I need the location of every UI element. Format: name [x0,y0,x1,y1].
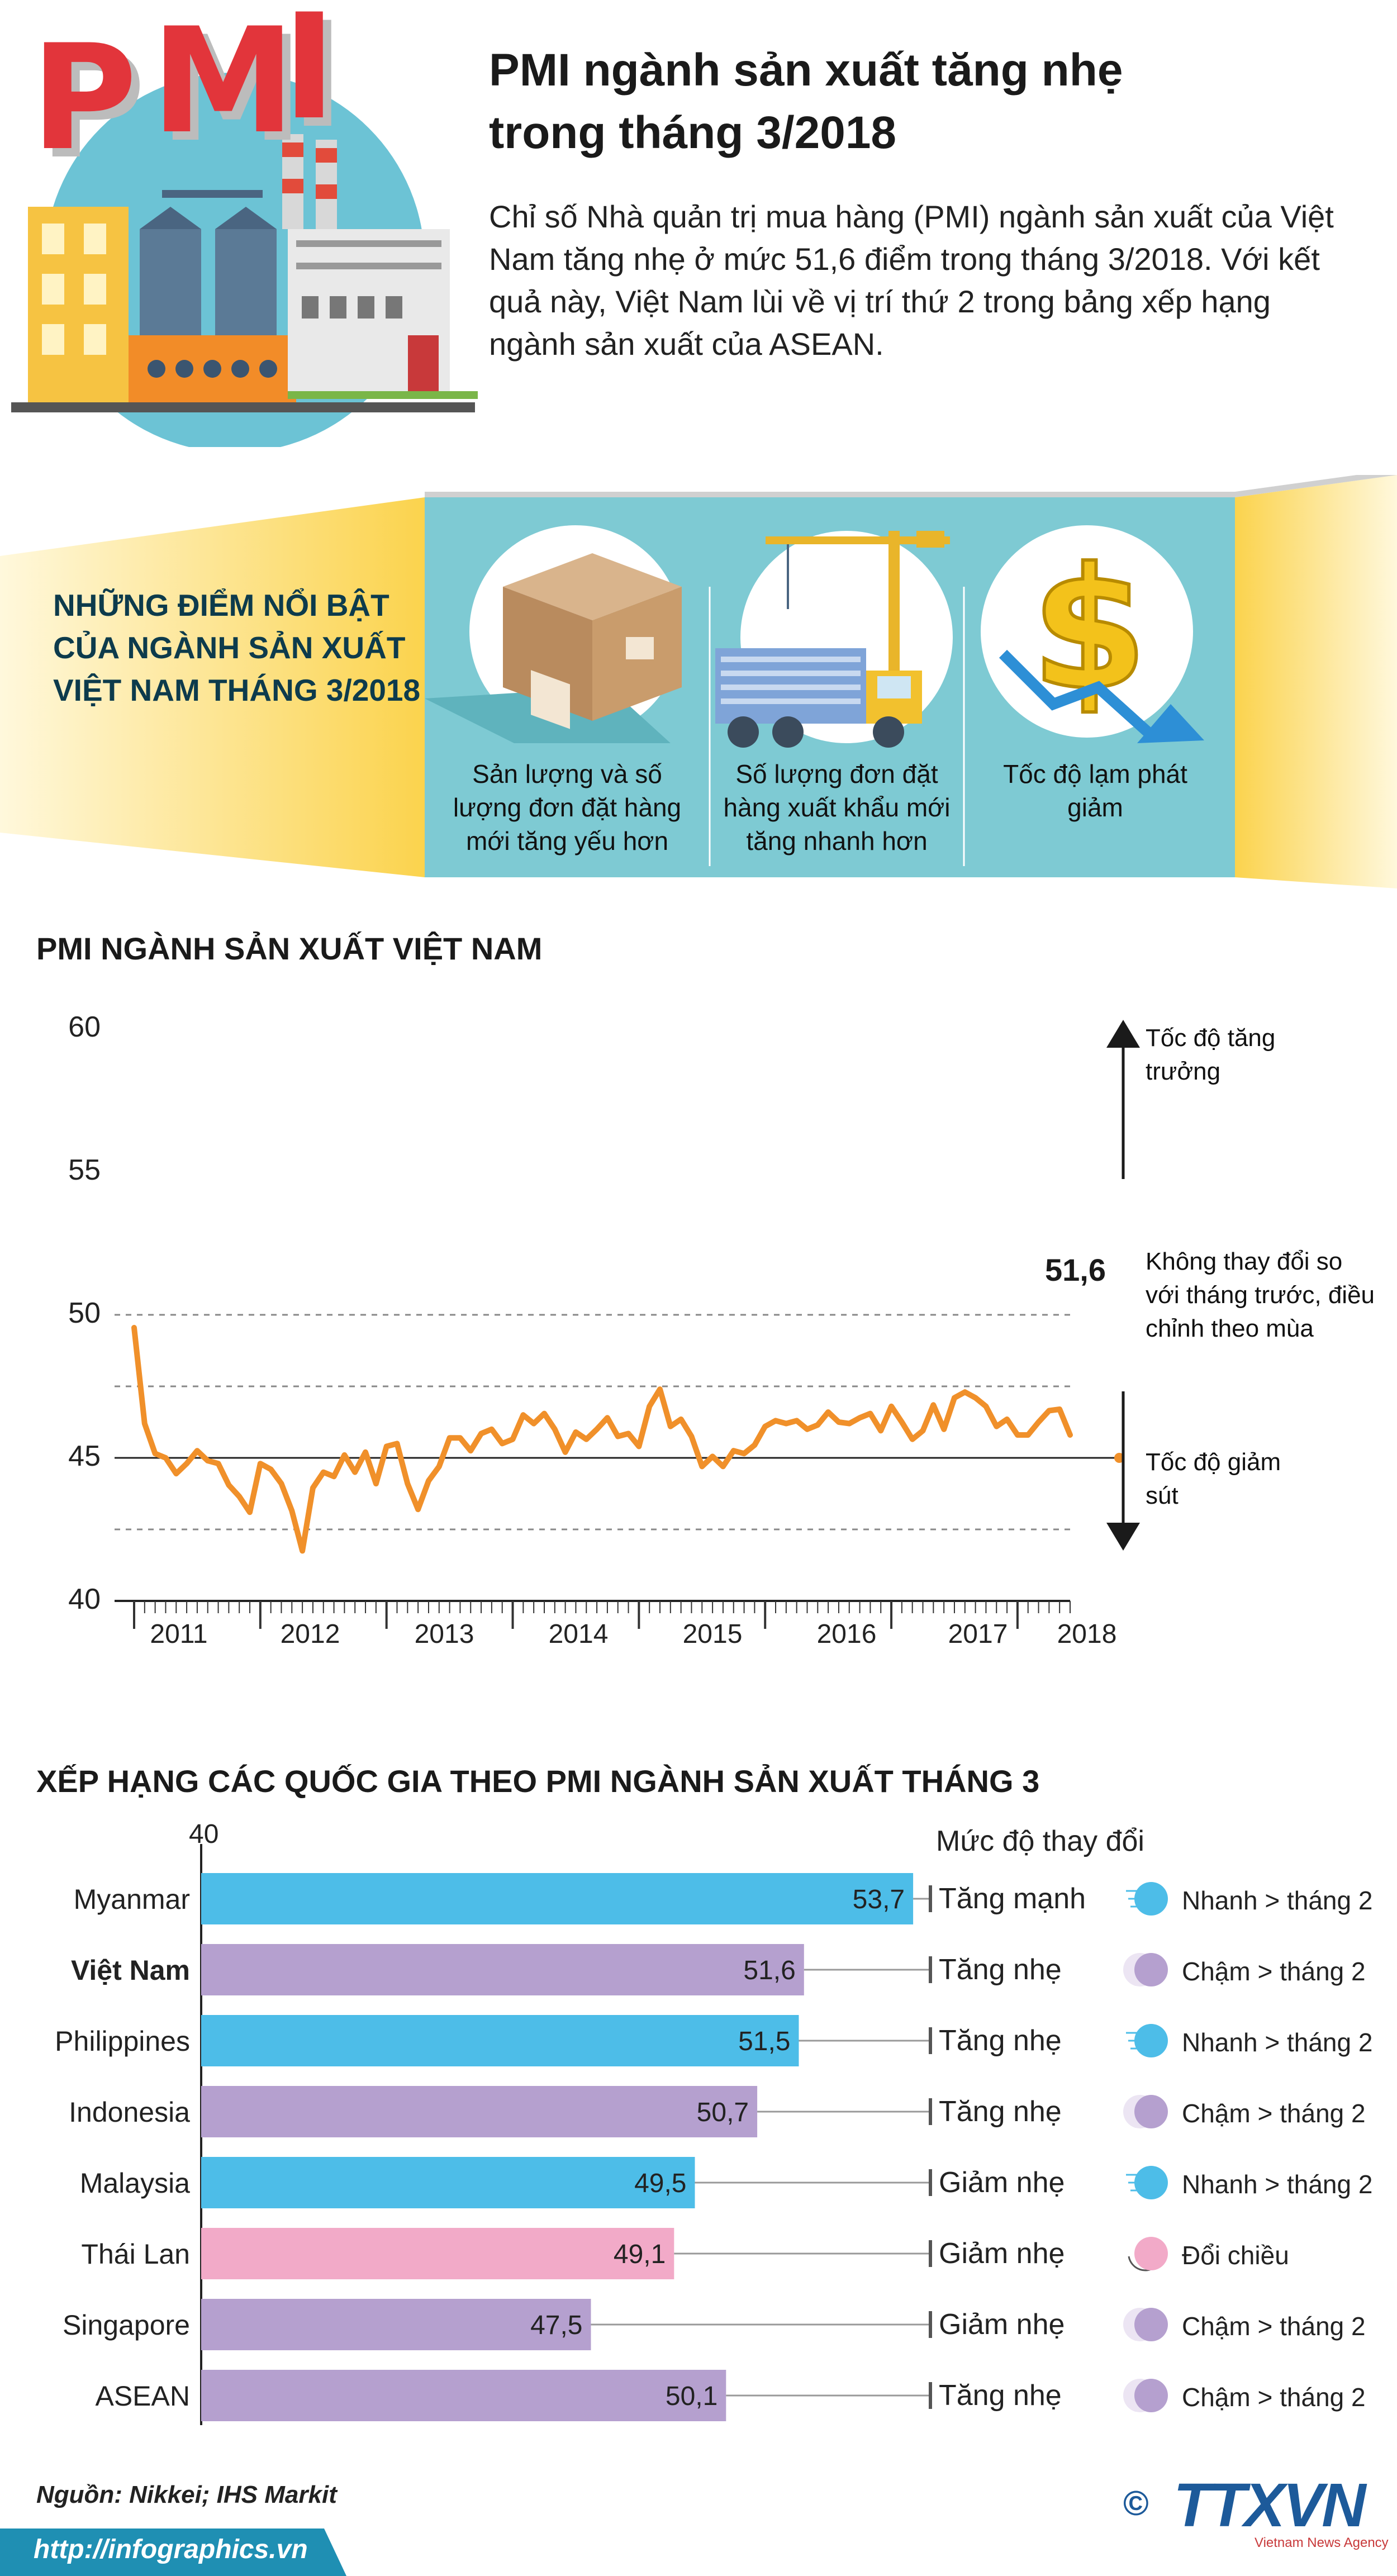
y-tick-50: 50 [68,1297,101,1329]
speed-label: Chậm > tháng 2 [1182,1957,1366,1986]
speed-label: Đổi chiều [1182,2241,1289,2270]
country-label: Philippines [55,2026,190,2057]
change-header: Mức độ thay đổi [936,1825,1144,1857]
title-line-2: trong tháng 3/2018 [489,107,897,158]
bar-1 [201,1944,804,1995]
bar-value-label: 53,7 [852,1885,905,1914]
bar-value-label: 49,5 [634,2169,687,2198]
ttxvn-subtitle: Vietnam News Agency [1255,2535,1389,2550]
down-arrow-icon [1106,1523,1140,1551]
copyright-mark: © [1123,2484,1149,2523]
change-label: Tăng nhẹ [939,2095,1062,2128]
country-label: Việt Nam [70,1955,190,1986]
change-label: Tăng nhẹ [939,2379,1062,2412]
infographics-link[interactable]: http://infographics.vn [34,2535,308,2564]
x-tick-2015: 2015 [682,1619,743,1649]
bar-6 [201,2299,591,2350]
highlight-caption-3: Tốc độ lạm phát giảm [1003,759,1187,822]
x-tick-2016: 2016 [816,1619,877,1649]
svg-text:P: P [39,22,146,191]
x-tick-2013: 2013 [414,1619,474,1649]
change-label: Tăng nhẹ [939,2024,1062,2057]
y-tick-55: 55 [68,1154,101,1186]
highlight-caption-2: Số lượng đơn đặt hàng xuất khẩu mới tăng… [723,759,951,856]
source-note: Nguồn: Nikkei; IHS Markit [36,2481,337,2508]
y-tick-45: 45 [68,1440,101,1472]
x-tick-2011: 2011 [150,1619,208,1649]
pmi-line-chart [115,1020,1140,1629]
fast-dot-icon [1134,2166,1168,2199]
end-value-label: 51,6 [1045,1252,1106,1287]
title-line-1: PMI ngành sản xuất tăng nhẹ [489,45,1123,96]
change-label: Tăng nhẹ [939,1954,1062,1986]
country-label: Thái Lan [81,2238,190,2270]
bar-value-label: 50,1 [665,2382,718,2411]
highlights-label: NHỮNG ĐIỂM NỔI BẬT CỦA NGÀNH SẢN XUẤT VI… [53,588,421,707]
up-arrow-icon [1106,1020,1140,1048]
bar-value-label: 51,5 [738,2027,791,2056]
country-label: Singapore [63,2309,190,2341]
bar-value-label: 47,5 [530,2311,583,2340]
annotation-neutral: Không thay đổi so với tháng trước, điều … [1146,1248,1375,1342]
bar-value-label: 51,6 [743,1956,796,1985]
highlight-caption-1: Sản lượng và số lượng đơn đặt hàng mới t… [453,759,682,856]
factory-illustration: P P M M I I [11,0,478,447]
x-tick-2017: 2017 [948,1619,1008,1649]
bar-value-label: 50,7 [696,2098,749,2127]
speed-label: Nhanh > tháng 2 [1182,1886,1373,1915]
box-icon [425,525,682,743]
svg-text:M: M [151,0,296,166]
bar-3 [201,2086,758,2137]
bar-5 [201,2228,674,2279]
intro-paragraph: Chỉ số Nhà quản trị mua hàng (PMI) ngành… [489,199,1334,362]
speed-label: Chậm > tháng 2 [1182,2383,1366,2412]
bar-2 [201,2015,799,2066]
annotation-down: Tốc độ giảm sút [1146,1448,1281,1509]
y-tick-60: 60 [68,1011,101,1043]
fast-dot-icon [1134,2024,1168,2057]
country-bar-chart [200,1844,1168,2425]
bar-value-label: 49,1 [613,2240,666,2269]
pmi-series-line [131,1325,1073,1554]
speed-label: Chậm > tháng 2 [1182,2099,1366,2128]
x-tick-2012: 2012 [280,1619,340,1649]
country-label: Indonesia [69,2097,190,2128]
fast-dot-icon [1134,1882,1168,1916]
svg-text:P: P [31,14,137,183]
reverse-dot-icon [1134,2237,1168,2270]
speed-label: Nhanh > tháng 2 [1182,2028,1373,2057]
line-chart-title: PMI NGÀNH SẢN XUẤT VIỆT NAM [36,931,543,966]
ttxvn-logo: TTXVN [1173,2471,1366,2540]
x-tick-2018: 2018 [1057,1619,1117,1649]
slow-dot-icon [1134,2095,1168,2128]
bar-4 [201,2157,695,2208]
bar-axis-start: 40 [189,1819,219,1849]
change-label: Tăng mạnh [939,1883,1086,1915]
url-ribbon [0,2529,346,2576]
change-label: Giảm nhẹ [939,2237,1065,2270]
change-label: Giảm nhẹ [939,2166,1065,2199]
bar-7 [201,2370,726,2421]
x-tick-2014: 2014 [548,1619,609,1649]
slow-dot-icon [1134,2379,1168,2412]
svg-text:I: I [282,0,336,152]
speed-label: Nhanh > tháng 2 [1182,2170,1373,2199]
crane-truck-icon [715,531,953,748]
bar-chart-title: XẾP HẠNG CÁC QUỐC GIA THEO PMI NGÀNH SẢN… [36,1764,1040,1799]
dollar-down-icon: $ [981,525,1204,743]
slow-dot-icon [1134,1953,1168,1986]
country-label: Myanmar [73,1884,190,1915]
bar-0 [201,1873,914,1924]
page-title: PMI ngành sản xuất tăng nhẹ trong tháng … [489,39,1361,164]
slow-dot-icon [1134,2308,1168,2341]
svg-text:I: I [291,0,345,160]
country-label: Malaysia [79,2168,190,2199]
change-label: Giảm nhẹ [939,2308,1065,2341]
y-tick-40: 40 [68,1583,101,1615]
country-label: ASEAN [95,2380,190,2412]
svg-text:M: M [159,6,304,174]
speed-label: Chậm > tháng 2 [1182,2312,1366,2341]
annotation-up: Tốc độ tăng trưởng [1146,1024,1276,1085]
